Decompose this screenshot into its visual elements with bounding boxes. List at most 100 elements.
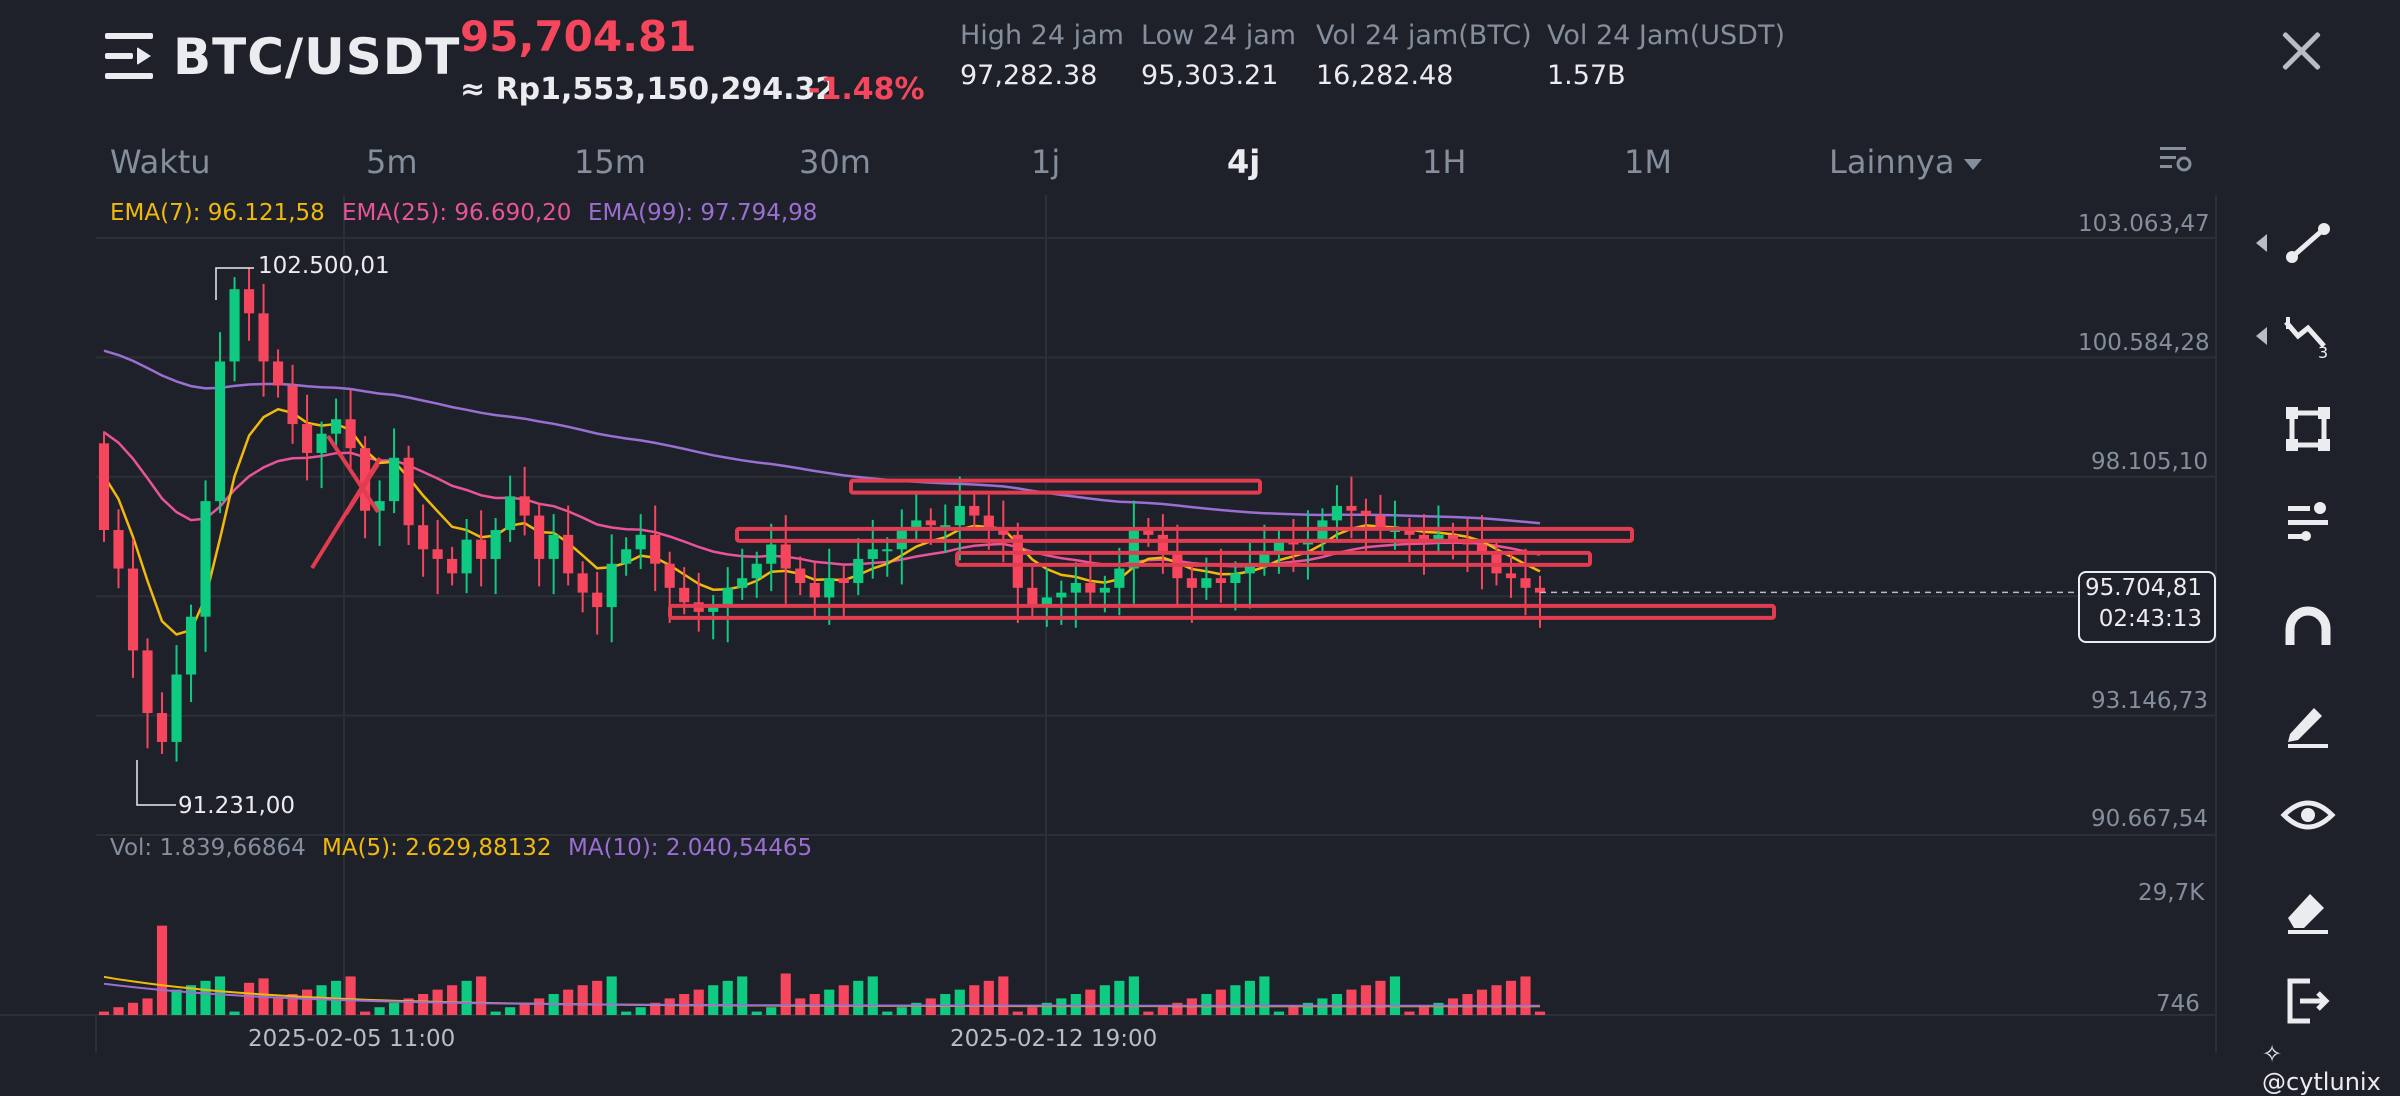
volume-bar — [287, 994, 298, 1015]
magnet-glyph — [2285, 606, 2331, 645]
more-timeframes-dropdown[interactable]: Lainnya — [1829, 143, 1983, 181]
volume-bar — [1244, 980, 1255, 1015]
candle-body — [447, 558, 458, 574]
volume-bar — [867, 976, 878, 1015]
rectangle-glyph — [2286, 407, 2330, 451]
volume-bar — [127, 1002, 139, 1015]
volume-bar — [882, 1011, 893, 1015]
volume-bar — [838, 985, 849, 1015]
volume-bar — [142, 998, 153, 1015]
volume-bar — [1491, 985, 1502, 1015]
ema99-legend: EMA(99): 97.794,98 — [588, 200, 818, 226]
volume-bar — [606, 976, 617, 1015]
candle-body — [403, 457, 414, 526]
volume-bar — [519, 1002, 530, 1015]
chart-settings-icon[interactable] — [2158, 142, 2194, 178]
tab-1m[interactable]: 1M — [1624, 143, 1672, 181]
volume-bar — [766, 1007, 777, 1015]
candle-body — [200, 501, 211, 617]
volume-ma-lines — [103, 975, 1540, 1008]
volume-bar — [1389, 976, 1401, 1015]
eraser-icon[interactable] — [2280, 880, 2336, 936]
last-price: 95,704.81 — [460, 12, 697, 61]
candle-body — [722, 587, 733, 608]
tab-1h[interactable]: 1H — [1422, 143, 1467, 181]
volume-bar — [389, 1002, 400, 1015]
volume-tick: 746 — [2156, 991, 2200, 1017]
volume-bar — [534, 998, 545, 1015]
volume-bar — [1534, 1011, 1546, 1015]
candle-body — [882, 549, 893, 552]
candle-body — [229, 289, 240, 362]
tab-5m[interactable]: 5m — [366, 143, 418, 181]
expand-caret-icon[interactable] — [2256, 234, 2267, 252]
candle-body — [345, 419, 356, 449]
price-idr: ≈ Rp1,553,150,294.32 — [460, 72, 837, 107]
candle-body — [954, 505, 965, 526]
volume-bar — [360, 1011, 371, 1015]
volume-bar — [229, 1011, 240, 1015]
candle-body — [156, 713, 168, 742]
stat-high-value: 97,282.38 — [960, 60, 1098, 91]
stat-vol-btc-label: Vol 24 jam(BTC) — [1316, 20, 1532, 51]
pair-title[interactable]: BTC/USDT — [173, 28, 461, 86]
volume-bar — [374, 1007, 385, 1015]
candle-body — [650, 534, 661, 564]
volume-bar — [1360, 985, 1372, 1015]
volume-bar — [1433, 1002, 1444, 1015]
chevron-down-icon — [1964, 158, 1983, 170]
indicator-icon[interactable] — [2280, 494, 2336, 550]
candle-body — [940, 525, 951, 528]
tab-15m[interactable]: 15m — [574, 143, 646, 181]
volume-bar — [737, 976, 748, 1015]
candle-body — [664, 563, 675, 588]
candle-body — [1476, 544, 1488, 555]
volume-bar — [664, 998, 675, 1015]
stat-vol-usdt-value: 1.57B — [1547, 60, 1626, 91]
ticker-header: BTC/USDT 95,704.81 ≈ Rp1,553,150,294.32 … — [0, 0, 2400, 130]
candle-body — [1360, 510, 1372, 516]
volume-bar — [301, 989, 313, 1015]
candle-body — [1085, 582, 1096, 593]
candle-body — [969, 505, 980, 516]
candle-body — [476, 539, 487, 559]
volume-bar — [563, 989, 574, 1015]
trend-line-icon[interactable] — [2280, 215, 2336, 271]
ma5-legend: MA(5): 2.629,88132 — [322, 835, 552, 861]
magnet-icon[interactable] — [2280, 601, 2336, 657]
candle-body — [780, 544, 791, 569]
expand-caret-icon[interactable] — [2256, 327, 2267, 345]
candle-body — [911, 520, 922, 531]
volume-bar — [1331, 994, 1343, 1015]
stat-vol-usdt-label: Vol 24 Jam(USDT) — [1547, 20, 1785, 51]
volume-bar — [418, 994, 429, 1015]
visibility-icon[interactable] — [2280, 787, 2336, 843]
menu-icon[interactable] — [105, 33, 155, 79]
candle-body — [389, 457, 400, 502]
candle-body — [592, 592, 603, 608]
rectangle-icon[interactable] — [2280, 401, 2336, 457]
candle-body — [505, 496, 516, 531]
candle-body — [635, 534, 646, 550]
trend-line-glyph — [2286, 223, 2330, 263]
stat-high-label: High 24 jam — [960, 20, 1124, 51]
drawn-zone — [955, 550, 1592, 567]
volume-bar — [1172, 1002, 1183, 1015]
exit-icon[interactable] — [2280, 973, 2336, 1029]
volume-bar — [447, 985, 458, 1015]
price-tick: 90.667,54 — [2091, 806, 2209, 832]
pen-icon[interactable] — [2280, 694, 2336, 750]
drawn-annotations[interactable] — [310, 434, 1776, 620]
tab-4j[interactable]: 4j — [1227, 143, 1261, 181]
volume-bar — [1157, 1007, 1168, 1015]
volume-bar — [635, 1007, 646, 1015]
tab-30m[interactable]: 30m — [799, 143, 871, 181]
fibonacci-icon[interactable]: 3 — [2280, 308, 2336, 364]
tab-1j[interactable]: 1j — [1031, 143, 1061, 181]
volume-bar — [1215, 989, 1226, 1015]
candle-body — [621, 549, 632, 564]
volume-bar — [722, 980, 733, 1015]
candle-body — [983, 515, 994, 531]
candle-body — [142, 650, 153, 714]
